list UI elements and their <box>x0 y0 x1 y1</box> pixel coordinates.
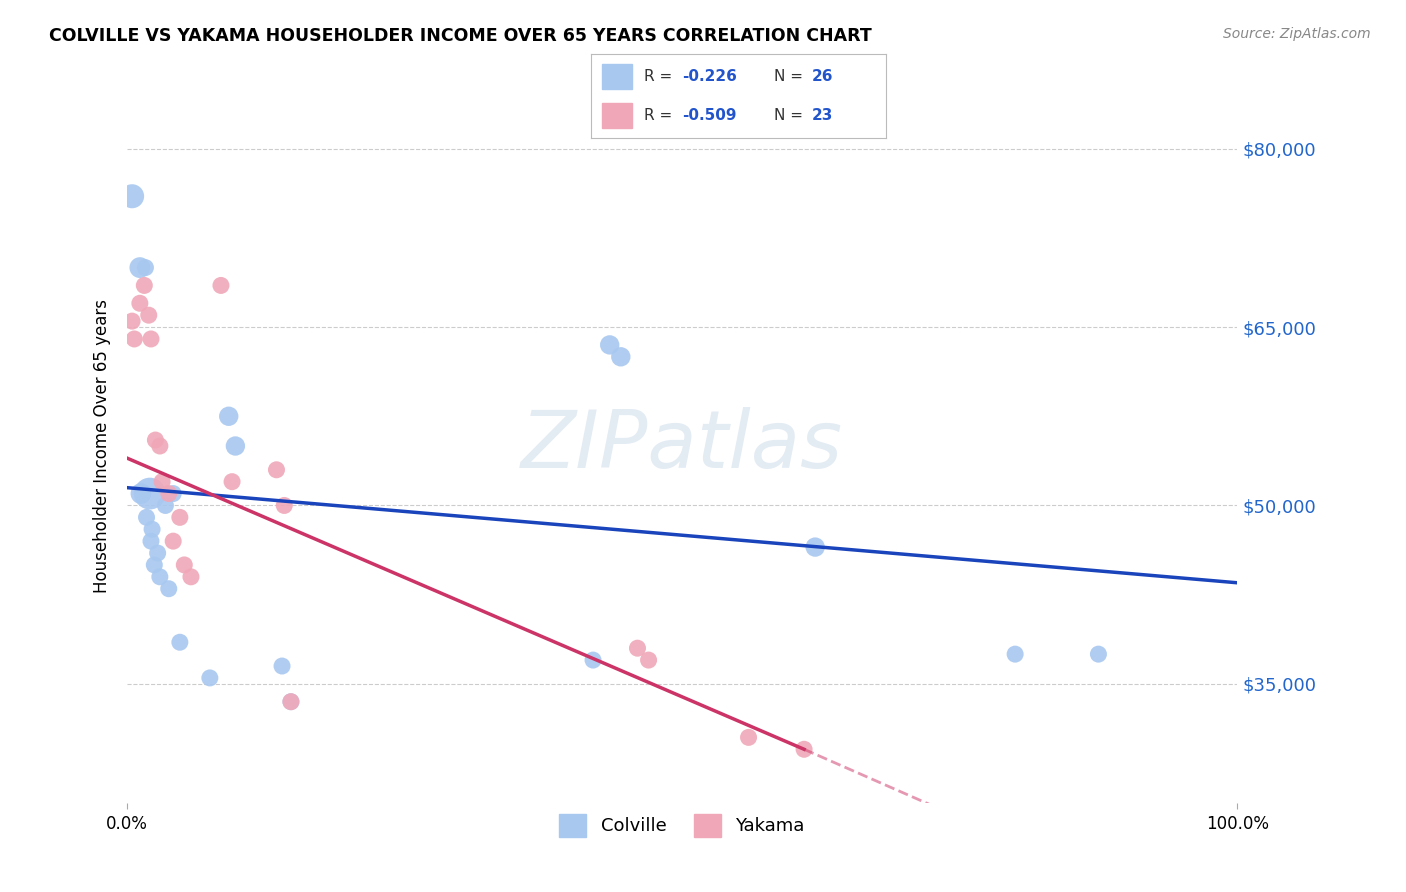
Point <box>599 338 621 352</box>
Point <box>135 510 157 524</box>
Point <box>134 278 156 293</box>
Point <box>149 439 172 453</box>
Point <box>224 439 246 453</box>
Point <box>169 635 191 649</box>
Point <box>582 653 605 667</box>
Point <box>737 731 759 745</box>
Point <box>121 189 143 203</box>
Point <box>198 671 221 685</box>
Point <box>145 433 167 447</box>
Text: ZIPatlas: ZIPatlas <box>520 407 844 485</box>
Point <box>173 558 195 572</box>
Point <box>121 314 143 328</box>
Point <box>128 296 150 310</box>
Legend: Colville, Yakama: Colville, Yakama <box>553 807 811 844</box>
Point <box>266 463 288 477</box>
Text: N =: N = <box>773 108 807 123</box>
Point <box>280 695 302 709</box>
Point <box>155 499 177 513</box>
Point <box>139 486 162 500</box>
Point <box>1087 647 1109 661</box>
Point <box>1004 647 1026 661</box>
Point <box>129 486 152 500</box>
Point <box>273 499 295 513</box>
Point <box>124 332 146 346</box>
Point <box>143 558 166 572</box>
Point <box>280 695 302 709</box>
Text: 23: 23 <box>813 108 834 123</box>
Point <box>138 308 160 322</box>
Point <box>610 350 633 364</box>
Point <box>626 641 648 656</box>
Point <box>162 534 184 549</box>
Text: R =: R = <box>644 69 676 84</box>
Point <box>139 534 162 549</box>
Text: -0.509: -0.509 <box>682 108 737 123</box>
Point <box>162 486 184 500</box>
Point <box>221 475 243 489</box>
Bar <box>602 63 631 89</box>
Point <box>150 475 173 489</box>
Text: N =: N = <box>773 69 807 84</box>
Point <box>209 278 232 293</box>
Text: Source: ZipAtlas.com: Source: ZipAtlas.com <box>1223 27 1371 41</box>
Text: -0.226: -0.226 <box>682 69 737 84</box>
Point <box>637 653 659 667</box>
Point <box>804 540 827 554</box>
Text: R =: R = <box>644 108 676 123</box>
Point <box>141 522 163 536</box>
Point <box>157 582 180 596</box>
Point <box>157 486 180 500</box>
Point <box>149 570 172 584</box>
Point <box>271 659 294 673</box>
Text: 26: 26 <box>813 69 834 84</box>
Point <box>139 332 162 346</box>
Point <box>180 570 202 584</box>
Point <box>128 260 150 275</box>
Point <box>218 409 240 424</box>
Text: COLVILLE VS YAKAMA HOUSEHOLDER INCOME OVER 65 YEARS CORRELATION CHART: COLVILLE VS YAKAMA HOUSEHOLDER INCOME OV… <box>49 27 872 45</box>
Bar <box>602 103 631 128</box>
Point <box>793 742 815 756</box>
Y-axis label: Householder Income Over 65 years: Householder Income Over 65 years <box>93 299 111 593</box>
Point <box>146 546 169 560</box>
Point <box>169 510 191 524</box>
Point <box>134 260 156 275</box>
